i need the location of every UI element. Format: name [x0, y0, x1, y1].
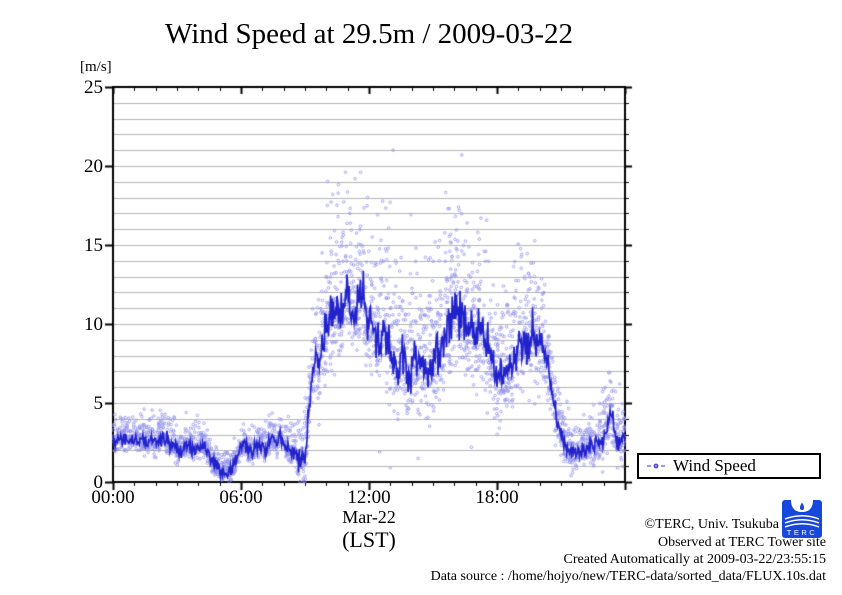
footer-copyright: ©TERC, Univ. Tsukuba — [644, 517, 780, 532]
y-tick-label-15: 15 — [84, 235, 103, 256]
chart-title: Wind Speed at 29.5m / 2009-03-22 — [165, 18, 573, 50]
x-tick-label-0000: 00:00 — [91, 487, 135, 508]
x-tick-label-0600: 06:00 — [219, 487, 263, 508]
footer-created-timestamp: Created Automatically at 2009-03-22/23:5… — [563, 552, 826, 567]
footer-data-source: Data source : /home/hojyo/new/TERC-data/… — [430, 569, 826, 584]
terc-logo: TERC — [782, 500, 822, 538]
x-tick-label-1200: 12:00 — [347, 487, 391, 508]
y-axis-unit-label: [m/s] — [80, 59, 112, 75]
x-tick-label-1800: 18:00 — [475, 487, 519, 508]
y-tick-label-10: 10 — [84, 314, 103, 335]
y-tick-label-20: 20 — [84, 156, 103, 177]
terc-logo-text: TERC — [787, 528, 817, 537]
legend-label: Wind Speed — [673, 456, 756, 475]
legend-box: Wind Speed — [637, 453, 821, 479]
footer-observed-site: Observed at TERC Tower site — [657, 535, 826, 550]
y-tick-label-0: 0 — [93, 472, 104, 493]
wind-speed-legend-marker-icon — [647, 463, 665, 469]
x-axis-label: (LST) — [342, 527, 396, 552]
y-tick-label-5: 5 — [93, 393, 104, 414]
y-tick-label-25: 25 — [84, 77, 103, 98]
x-axis-date-label: Mar-22 — [342, 507, 396, 527]
